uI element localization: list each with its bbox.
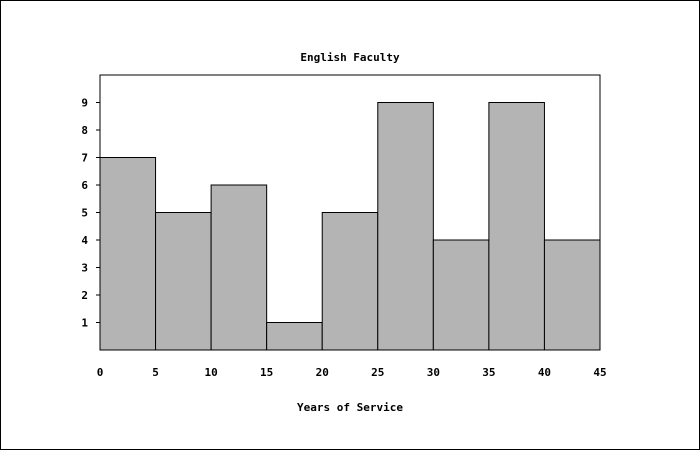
x-tick-label: 40	[538, 366, 551, 379]
bar-35-40	[488, 102, 545, 351]
x-tick-label: 20	[316, 366, 329, 379]
bar-15-20	[266, 322, 323, 351]
bar-25-30	[377, 102, 434, 351]
bar-5-10	[155, 212, 212, 351]
x-tick-label: 30	[427, 366, 440, 379]
bar-20-25	[321, 212, 379, 351]
y-tick-label: 8	[81, 124, 88, 137]
x-axis: 0 5 10 15 20 25 30 35 40 45	[97, 366, 607, 379]
bars-group	[99, 102, 601, 351]
bar-0-5	[99, 157, 157, 351]
x-axis-label: Years of Service	[297, 401, 403, 414]
chart-title: English Faculty	[300, 51, 400, 64]
x-tick-label: 25	[371, 366, 384, 379]
bar-30-35	[432, 239, 490, 351]
y-tick-label: 2	[81, 289, 88, 302]
bar-10-15	[210, 184, 268, 351]
y-tick-label: 7	[81, 152, 88, 165]
y-tick-label: 9	[81, 97, 88, 110]
y-tick-label: 4	[81, 234, 88, 247]
x-tick-label: 10	[204, 366, 217, 379]
x-tick-label: 45	[593, 366, 606, 379]
y-axis: 1 2 3 4 5 6 7 8 9	[81, 97, 100, 330]
y-tick-label: 1	[81, 317, 88, 330]
x-tick-label: 5	[152, 366, 159, 379]
y-tick-label: 6	[81, 179, 88, 192]
x-tick-label: 0	[97, 366, 104, 379]
bar-40-45	[543, 239, 601, 351]
y-tick-label: 3	[81, 262, 88, 275]
x-tick-label: 35	[482, 366, 495, 379]
x-tick-label: 15	[260, 366, 273, 379]
y-tick-label: 5	[81, 207, 88, 220]
